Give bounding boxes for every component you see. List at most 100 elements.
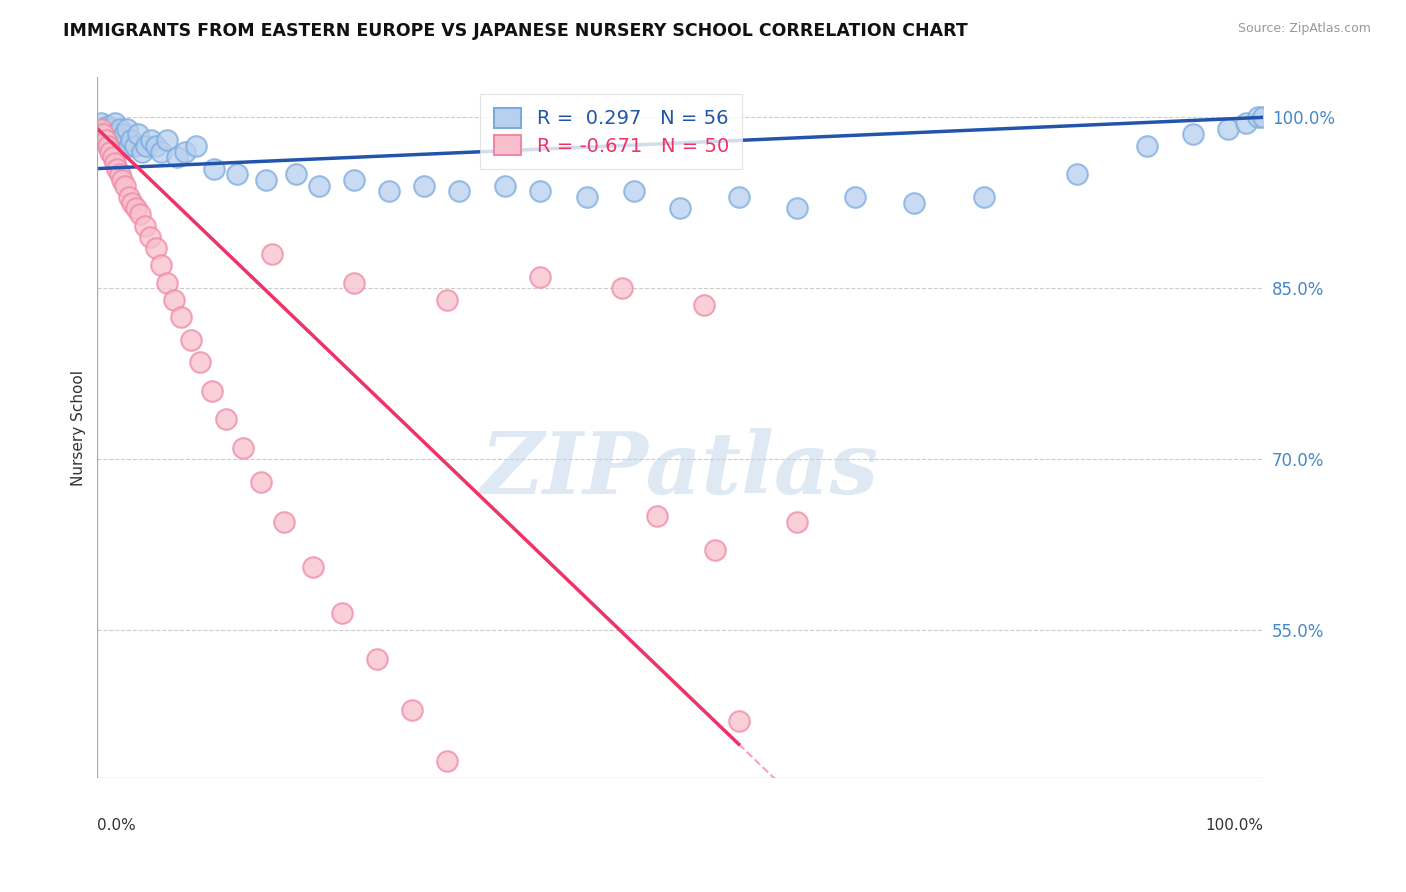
Point (343, 276, 366, 290)
Point (91, 128, 114, 142)
Point (436, 754, 458, 768)
Point (100, 121, 122, 136)
Point (111, 138, 134, 153)
Point (170, 310, 193, 324)
Point (727, 190, 749, 204)
Point (366, 651, 388, 665)
Point (704, 543, 727, 558)
Point (786, 202, 808, 216)
Point (214, 412, 236, 426)
Point (108, 167, 131, 181)
Point (232, 441, 254, 455)
Point (1136, 138, 1159, 153)
Point (150, 145, 173, 159)
Point (284, 167, 307, 181)
Point (96, 133, 118, 147)
Point (436, 293, 458, 307)
Y-axis label: Nursery School: Nursery School (72, 370, 86, 486)
Point (98, 138, 121, 153)
Point (262, 247, 284, 261)
Point (98, 145, 121, 159)
Point (1253, 111, 1275, 125)
Point (125, 202, 148, 216)
Point (249, 475, 271, 489)
Point (115, 121, 138, 136)
Point (512, 851, 534, 865)
Point (693, 298, 716, 312)
Point (180, 333, 202, 347)
Point (173, 145, 195, 159)
Point (727, 714, 749, 729)
Point (903, 195, 925, 210)
Point (98, 128, 121, 142)
Point (156, 133, 179, 147)
Point (94, 133, 117, 147)
Point (131, 145, 153, 159)
Point (378, 185, 401, 199)
Point (104, 116, 127, 130)
Point (495, 178, 517, 193)
Point (145, 241, 167, 255)
Point (401, 703, 423, 717)
Point (91, 128, 114, 142)
Point (145, 138, 167, 153)
Point (254, 173, 277, 187)
Point (107, 128, 129, 142)
Point (202, 161, 225, 176)
Point (105, 145, 128, 159)
Point (308, 178, 330, 193)
Text: 100.0%: 100.0% (1205, 818, 1264, 833)
Point (134, 219, 156, 233)
Point (90, 121, 112, 136)
Point (645, 509, 668, 524)
Point (1182, 128, 1205, 142)
Point (1066, 167, 1088, 181)
Text: IMMIGRANTS FROM EASTERN EUROPE VS JAPANESE NURSERY SCHOOL CORRELATION CHART: IMMIGRANTS FROM EASTERN EUROPE VS JAPANE… (63, 22, 967, 40)
Point (201, 384, 224, 398)
Point (103, 133, 125, 147)
Point (623, 185, 645, 199)
Point (105, 161, 128, 176)
Point (108, 121, 131, 136)
Point (844, 190, 866, 204)
Point (135, 138, 157, 153)
Point (412, 178, 434, 193)
Point (529, 269, 551, 284)
Point (156, 276, 179, 290)
Point (188, 355, 211, 369)
Point (471, 805, 494, 820)
Text: ZIPatlas: ZIPatlas (481, 428, 879, 512)
Point (186, 138, 208, 153)
Point (150, 259, 173, 273)
Point (447, 185, 470, 199)
Text: Source: ZipAtlas.com: Source: ZipAtlas.com (1237, 22, 1371, 36)
Point (120, 133, 142, 147)
Point (1246, 111, 1268, 125)
Point (111, 173, 134, 187)
Point (786, 515, 808, 529)
Point (118, 190, 141, 204)
Point (273, 515, 295, 529)
Point (343, 173, 366, 187)
Point (529, 185, 551, 199)
Point (90, 116, 112, 130)
Point (121, 195, 143, 210)
Point (104, 156, 127, 170)
Point (166, 150, 188, 164)
Point (973, 190, 995, 204)
Point (1234, 116, 1257, 130)
Point (127, 128, 149, 142)
Point (1218, 121, 1240, 136)
Point (110, 133, 132, 147)
Point (101, 150, 124, 164)
Point (129, 207, 152, 221)
Point (302, 560, 325, 574)
Point (669, 202, 692, 216)
Legend: R =  0.297   N = 56, R = -0.671   N = 50: R = 0.297 N = 56, R = -0.671 N = 50 (481, 95, 742, 169)
Point (124, 138, 146, 153)
Text: 0.0%: 0.0% (97, 818, 136, 833)
Point (139, 133, 162, 147)
Point (93, 121, 115, 136)
Point (97, 120, 120, 134)
Point (163, 293, 186, 307)
